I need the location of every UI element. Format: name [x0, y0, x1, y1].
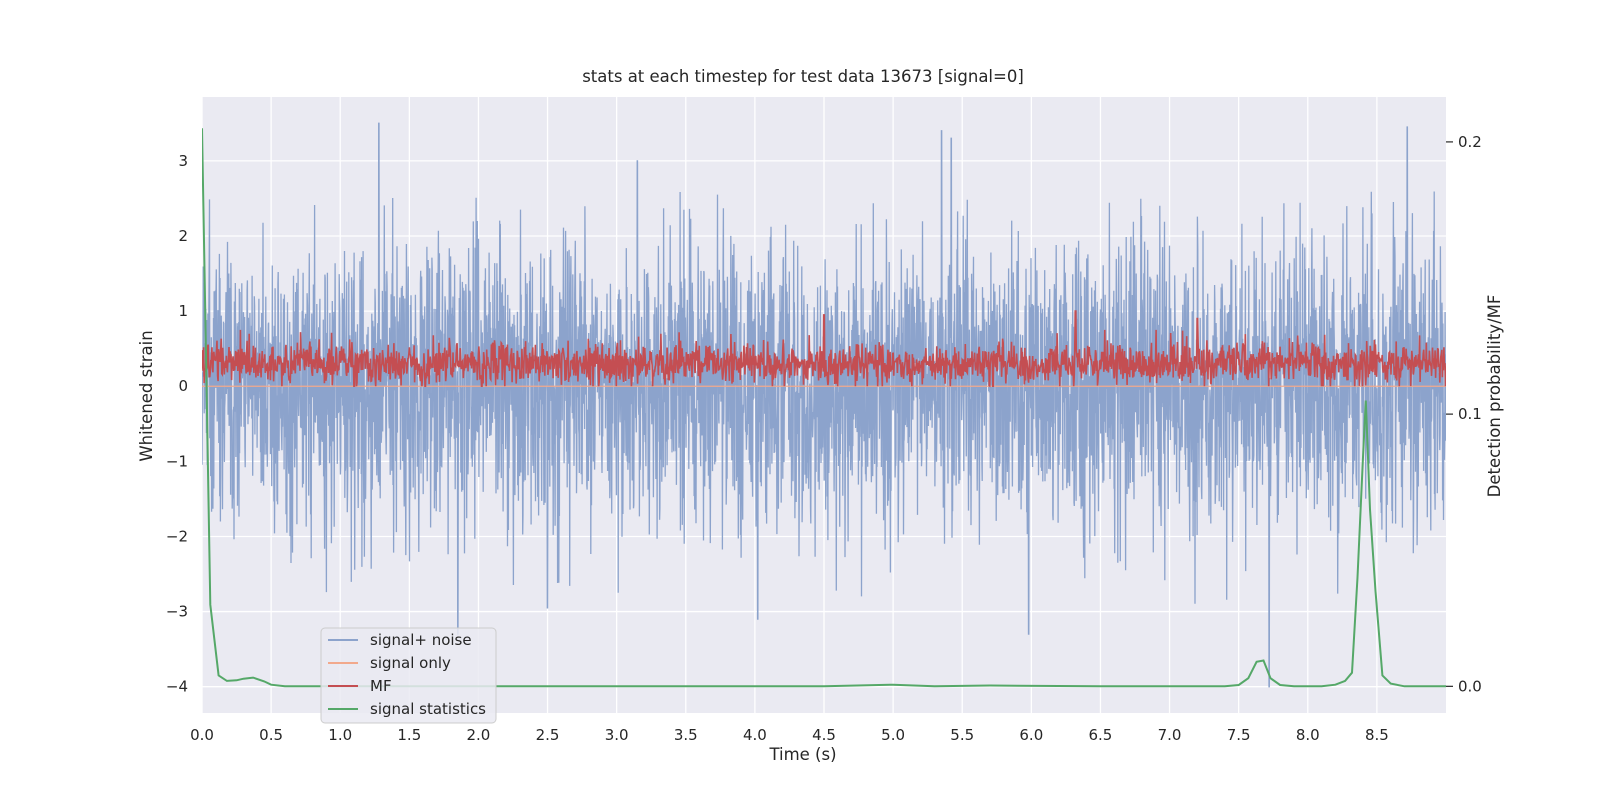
- x-tick-label: 2.0: [467, 726, 491, 744]
- y-tick-label: 1: [178, 302, 188, 320]
- x-tick-label: 3.5: [674, 726, 698, 744]
- y2-axis: 0.0 0.1 0.2: [1446, 133, 1482, 695]
- x-tick-label: 6.5: [1089, 726, 1113, 744]
- series-signal-statistics-line: [202, 128, 1446, 688]
- y-tick-label: −2: [166, 527, 188, 545]
- x-tick-label: 3.0: [605, 726, 629, 744]
- x-tick-label: 5.0: [881, 726, 905, 744]
- x-tick-label: 0.5: [259, 726, 283, 744]
- series-mf-line: [202, 310, 1446, 388]
- y2-axis-title: Detection probability/MF: [1485, 295, 1504, 498]
- x-tick-label: 8.5: [1365, 726, 1389, 744]
- x-tick-label: 1.5: [397, 726, 421, 744]
- x-tick-label: 7.0: [1158, 726, 1182, 744]
- y-axis-title: Whitened strain: [137, 330, 156, 461]
- x-tick-label: 0.0: [190, 726, 214, 744]
- x-tick-label: 7.5: [1227, 726, 1251, 744]
- x-tick-label: 6.0: [1019, 726, 1043, 744]
- y-tick-label: −3: [166, 603, 188, 621]
- y-axis: −4 −3 −2 −1 0 1 2 3: [166, 152, 188, 696]
- legend-box: [320, 627, 497, 724]
- y-tick-label: 2: [178, 227, 188, 245]
- y2-tick-label: 0.1: [1458, 405, 1482, 423]
- x-tick-label: 5.5: [950, 726, 974, 744]
- series-layer: [202, 122, 1446, 688]
- legend-label: signal+ noise: [370, 631, 472, 649]
- legend-label: MF: [370, 677, 392, 695]
- series-signal-noise-line: [202, 122, 1446, 688]
- y-tick-label: 0: [178, 377, 188, 395]
- y-tick-label: −1: [166, 452, 188, 470]
- x-tick-label: 2.5: [536, 726, 560, 744]
- y2-tick-label: 0.0: [1458, 677, 1482, 695]
- legend: signal+ noise signal only MF signal statist…: [320, 627, 497, 724]
- x-tick-label: 8.0: [1296, 726, 1320, 744]
- y2-tick-label: 0.2: [1458, 133, 1482, 151]
- x-tick-label: 4.5: [812, 726, 836, 744]
- x-tick-label: 4.0: [743, 726, 767, 744]
- x-tick-label: 1.0: [328, 726, 352, 744]
- y-tick-label: 3: [178, 152, 188, 170]
- legend-label: signal statistics: [370, 700, 486, 718]
- chart-title: stats at each timestep for test data 136…: [582, 67, 1024, 86]
- legend-label: signal only: [370, 654, 451, 672]
- y-tick-label: −4: [166, 678, 188, 696]
- x-axis: 0.0 0.5 1.0 1.5 2.0 2.5 3.0 3.5 4.0 4.5 5.0 5.5 6.0 6…: [190, 726, 1389, 744]
- x-axis-title: Time (s): [768, 745, 836, 764]
